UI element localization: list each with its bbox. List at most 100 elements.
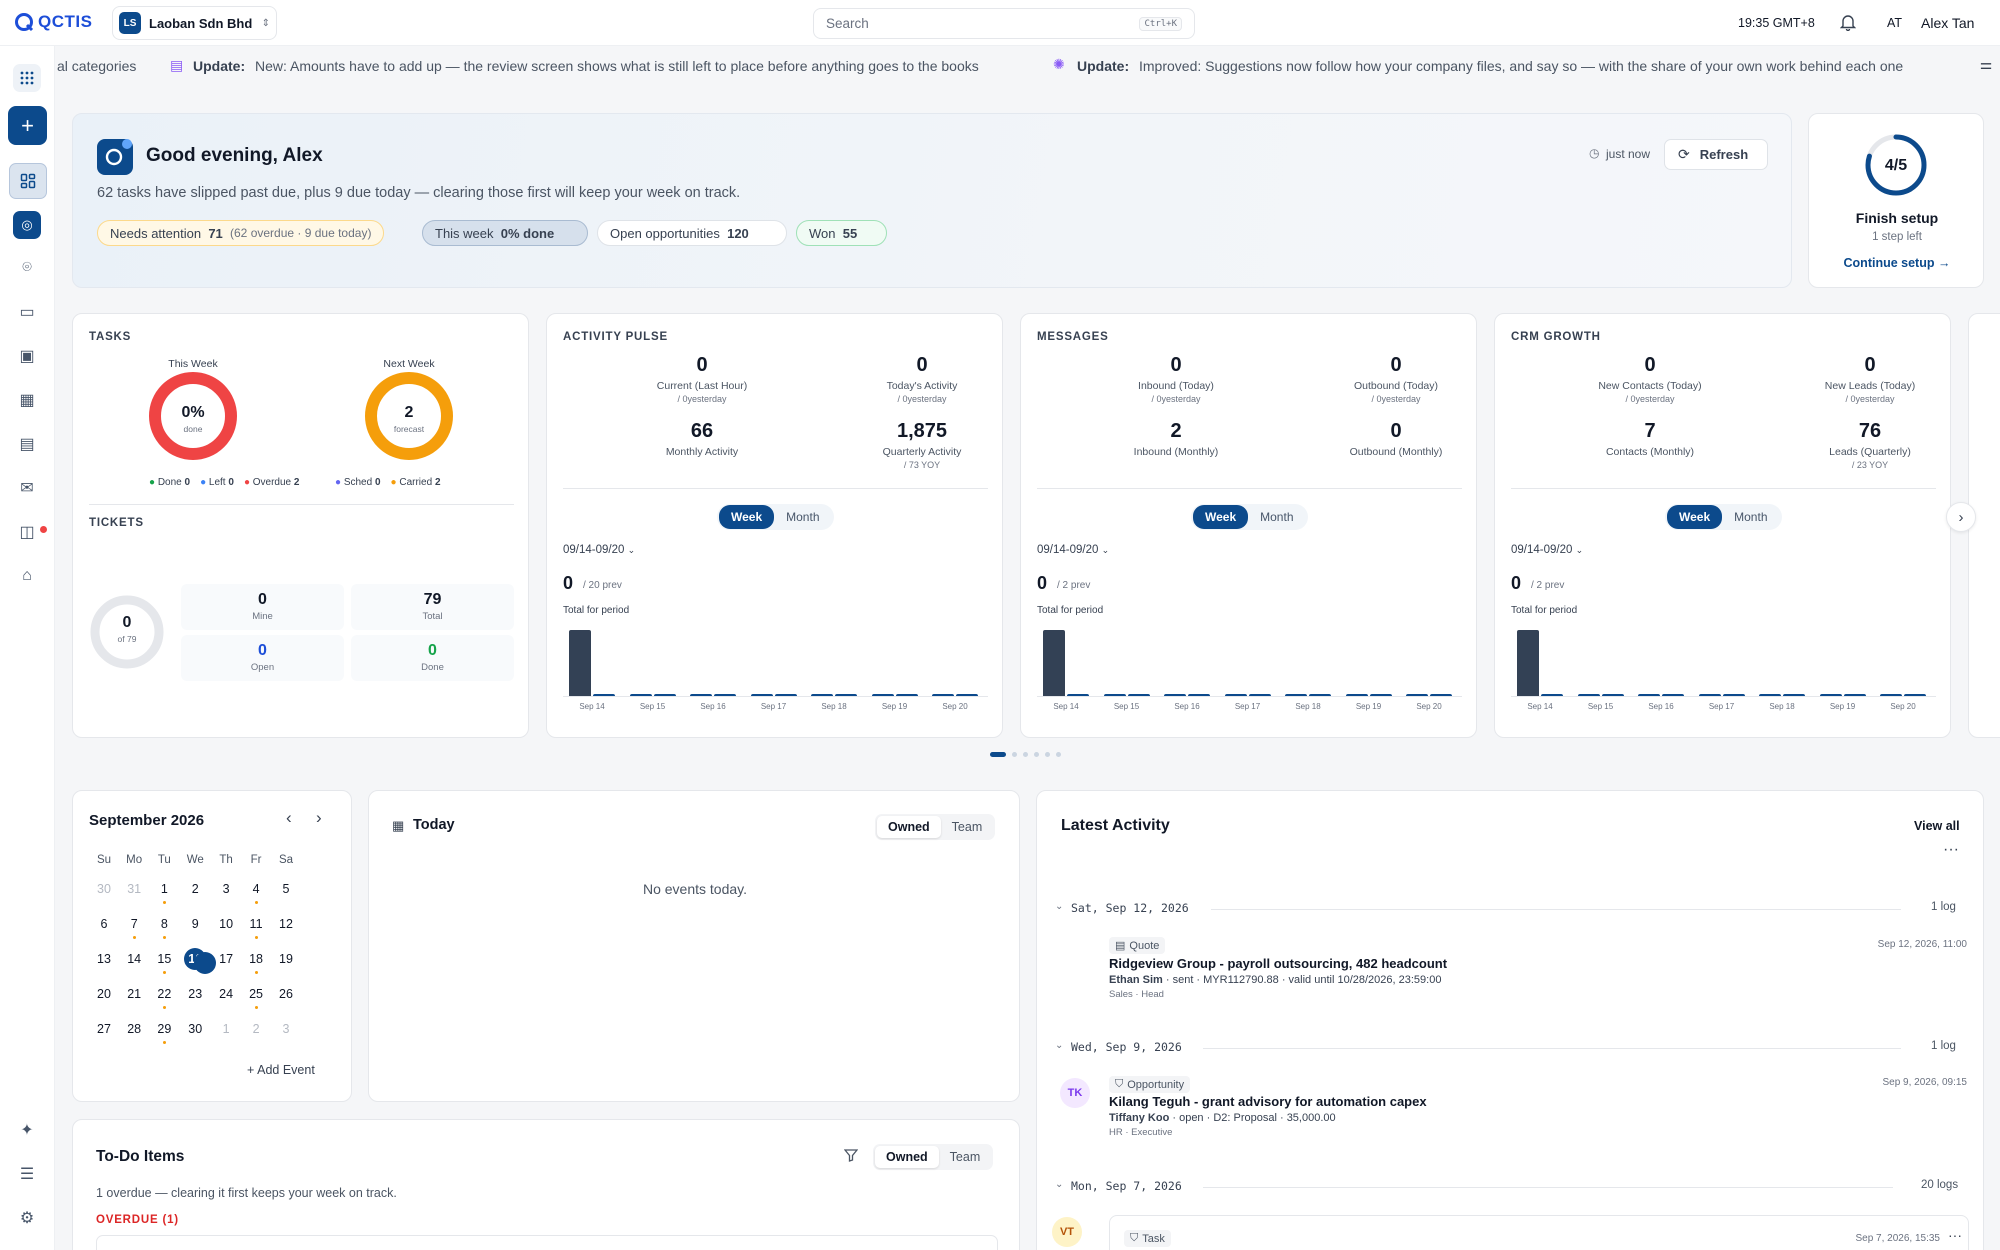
calendar-day[interactable]: 22 — [149, 976, 179, 1011]
bar-current[interactable] — [1698, 694, 1721, 696]
bar-current[interactable] — [1638, 694, 1660, 696]
create-plus-icon[interactable]: + — [8, 106, 47, 145]
calendar-day[interactable]: 29 — [149, 1011, 179, 1046]
tab-month[interactable]: Month — [786, 510, 820, 524]
bar-previous[interactable] — [835, 694, 857, 696]
bar-current[interactable] — [690, 694, 712, 696]
calendar-icon[interactable]: ▦ — [19, 392, 35, 409]
calendar-day[interactable]: 10 — [211, 906, 241, 941]
bar-previous[interactable] — [1127, 694, 1150, 696]
bar-current[interactable] — [932, 694, 954, 696]
calendar-day[interactable]: 23 — [179, 976, 211, 1011]
continue-setup-link[interactable]: Continue setup → — [1809, 256, 1985, 270]
calendar-day[interactable]: 3 — [211, 871, 241, 906]
bar-current[interactable] — [750, 694, 773, 696]
calendar-day[interactable]: 21 — [119, 976, 149, 1011]
tickets-done[interactable]: 0 Done — [351, 635, 514, 681]
date-range-select[interactable]: 09/14-09/20 ⌄ — [563, 544, 635, 556]
company-switcher[interactable]: LS Laoban Sdn Bhd ⇕ — [112, 6, 277, 40]
bar-previous[interactable] — [1601, 694, 1624, 696]
entry-avatar[interactable]: VT — [1052, 1217, 1082, 1247]
carousel-dot-active[interactable] — [990, 752, 1006, 757]
calendar-day[interactable]: 31 — [119, 871, 149, 906]
tab-owned[interactable]: Owned — [875, 1146, 939, 1168]
bar-previous[interactable] — [653, 694, 676, 696]
sparkle-icon[interactable]: ✦ — [20, 1122, 34, 1139]
calendar-day[interactable]: 24 — [211, 976, 241, 1011]
tab-month[interactable]: Month — [1260, 510, 1294, 524]
metric[interactable]: 0 New Contacts (Today) / 0yesterday — [1575, 354, 1725, 404]
more-icon[interactable]: ··· — [1948, 1227, 1962, 1243]
gear-icon[interactable]: ⚙ — [19, 1210, 35, 1227]
scan-icon[interactable]: ⌾ — [22, 259, 32, 276]
add-event-button[interactable]: + Add Event — [247, 1063, 315, 1077]
more-icon[interactable]: ··· — [1943, 841, 1959, 858]
won-pill[interactable]: Won 55 — [796, 220, 887, 246]
calendar-next-icon[interactable]: › — [316, 808, 322, 827]
tab-team[interactable]: Team — [951, 820, 983, 834]
gamepad-icon[interactable]: ◫ — [19, 524, 35, 541]
tab-team[interactable]: Team — [949, 1150, 981, 1164]
calendar-day[interactable]: 8 — [149, 906, 179, 941]
bar-current[interactable] — [569, 630, 591, 696]
calendar-day[interactable]: 9 — [179, 906, 211, 941]
calendar-day[interactable]: 4 — [241, 871, 271, 906]
bar-previous[interactable] — [1430, 694, 1452, 696]
chat-icon[interactable]: ▭ — [19, 304, 35, 321]
tickets-total[interactable]: 79 Total — [351, 584, 514, 630]
activity-entry[interactable]: ▤ Quote Ridgeview Group - payroll outsour… — [1109, 936, 1969, 1000]
bar-current[interactable] — [811, 694, 833, 696]
calendar-day[interactable]: 2 — [179, 871, 211, 906]
bar-previous[interactable] — [895, 694, 918, 696]
bar-previous[interactable] — [593, 694, 615, 696]
calendar-day[interactable]: 25 — [241, 976, 271, 1011]
calendar-day[interactable]: 17 — [211, 941, 241, 976]
date-range-select[interactable]: 09/14-09/20 ⌄ — [1511, 544, 1583, 556]
calendar-day[interactable]: 3 — [271, 1011, 301, 1046]
calendar-day[interactable]: 20 — [89, 976, 119, 1011]
tickets-open[interactable]: 0 Open — [181, 635, 344, 681]
bar-previous[interactable] — [1843, 694, 1866, 696]
ticker-text[interactable]: Improved: Suggestions now follow how you… — [1139, 58, 1904, 74]
carousel-next-button[interactable]: › — [1946, 502, 1976, 532]
needs-attention-pill[interactable]: Needs attention 71 (62 overdue · 9 due t… — [97, 220, 385, 246]
metric[interactable]: 66 Monthly Activity — [627, 420, 777, 460]
bar-current[interactable] — [1285, 694, 1307, 696]
metric[interactable]: 0 Outbound (Monthly) — [1321, 420, 1471, 460]
tickets-ring[interactable] — [89, 594, 165, 670]
filter-icon[interactable] — [843, 1148, 859, 1165]
bar-previous[interactable] — [1369, 694, 1392, 696]
apps-grid-icon[interactable] — [13, 64, 41, 92]
assistant-icon[interactable]: ◎ — [13, 211, 41, 239]
bar-previous[interactable] — [1783, 694, 1805, 696]
calendar-day[interactable]: 19 — [271, 941, 301, 976]
activity-entry[interactable]: ⛉ Opportunity Kilang Teguh - grant adviso… — [1109, 1074, 1969, 1138]
metric[interactable]: 0 Today's Activity / 0yesterday — [847, 354, 997, 404]
bar-current[interactable] — [1517, 630, 1539, 696]
search-input[interactable]: Search Ctrl+K — [813, 8, 1195, 39]
bar-current[interactable] — [1759, 694, 1781, 696]
calendar-day[interactable]: 5 — [271, 871, 301, 906]
calendar-day[interactable]: 6 — [89, 906, 119, 941]
calendar-day-today[interactable]: 16 — [179, 941, 216, 976]
tab-owned[interactable]: Owned — [877, 816, 941, 838]
bar-current[interactable] — [871, 694, 894, 696]
calendar-prev-icon[interactable]: ‹ — [286, 808, 292, 827]
clipboard-icon[interactable]: ▤ — [19, 436, 35, 453]
tickets-mine[interactable]: 0 Mine — [181, 584, 344, 630]
briefcase-icon[interactable]: ▣ — [19, 348, 35, 365]
calendar-day[interactable]: 28 — [119, 1011, 149, 1046]
carousel-dot[interactable] — [1045, 752, 1050, 757]
bar-current[interactable] — [1103, 694, 1126, 696]
date-range-select[interactable]: 09/14-09/20 ⌄ — [1037, 544, 1109, 556]
bar-previous[interactable] — [774, 694, 797, 696]
mail-icon[interactable]: ✉ — [20, 480, 34, 497]
bank-icon[interactable]: ⌂ — [22, 567, 32, 584]
tab-week[interactable]: Week — [1193, 505, 1249, 529]
bell-icon[interactable] — [1839, 13, 1857, 35]
bar-previous[interactable] — [1541, 694, 1563, 696]
bar-current[interactable] — [1406, 694, 1428, 696]
ticker-settings-icon[interactable]: ⚌ — [1972, 56, 2000, 78]
user-name[interactable]: Alex Tan — [1921, 15, 1975, 31]
bar-current[interactable] — [1819, 694, 1842, 696]
